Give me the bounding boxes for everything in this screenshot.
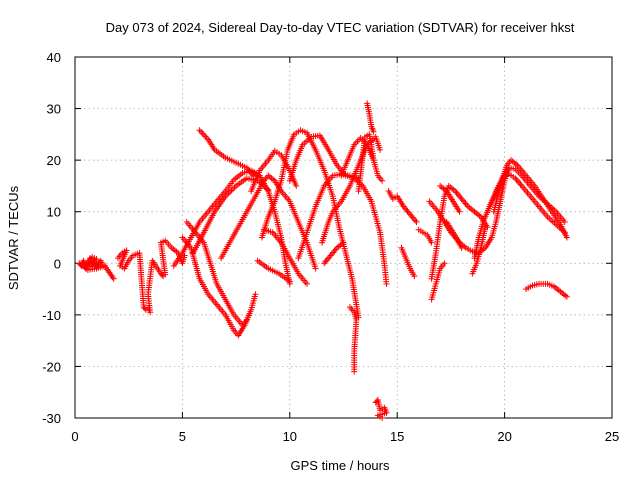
series-early-segment (114, 237, 188, 316)
series-arc-28 (469, 224, 489, 277)
series-low-points (346, 304, 360, 375)
chart-title: Day 073 of 2024, Sidereal Day-to-day VTE… (106, 20, 575, 35)
y-tick-label: -20 (42, 359, 61, 374)
data-point (379, 415, 386, 421)
series-arc-19 (385, 188, 420, 226)
series-arc-12 (295, 171, 362, 262)
series-arc-29 (486, 164, 512, 210)
data-point (303, 280, 310, 287)
data-point (202, 133, 209, 140)
series-arc-11 (286, 132, 390, 287)
series-deep-dip (372, 396, 390, 421)
series-cluster-start (76, 254, 117, 282)
series-arc-16 (364, 100, 377, 135)
y-tick-label: 10 (47, 205, 61, 220)
y-tick-label: 0 (54, 256, 61, 271)
y-axis-label: SDTVAR / TECUs (6, 185, 21, 290)
x-tick-label: 25 (605, 429, 619, 444)
data-point (110, 275, 117, 282)
data-point (250, 172, 257, 179)
data-point (196, 127, 203, 134)
data-point (456, 208, 463, 215)
x-tick-label: 10 (283, 429, 297, 444)
y-tick-label: 40 (47, 50, 61, 65)
x-tick-label: 15 (390, 429, 404, 444)
x-axis-label: GPS time / hours (291, 458, 390, 473)
plot-frame (74, 56, 613, 419)
data-point (563, 293, 570, 300)
y-tick-label: -30 (42, 411, 61, 426)
series-arc-5 (183, 219, 250, 329)
series-arc-24 (437, 182, 463, 215)
data-point (370, 128, 377, 135)
y-tick-labels: -30 -20 -10 0 10 20 30 40 (42, 50, 61, 426)
series-arc-23 (428, 260, 448, 303)
data-point (383, 280, 390, 287)
series-arc-20 (415, 226, 435, 246)
data-point (199, 130, 206, 137)
y-tick-label: 30 (47, 102, 61, 117)
data-point (563, 234, 570, 241)
data-point (351, 368, 358, 375)
data-point (293, 182, 300, 189)
y-tick-label: 20 (47, 153, 61, 168)
series-arc-9 (261, 226, 310, 287)
data-point (482, 224, 489, 231)
data-point (340, 239, 347, 246)
data-point (230, 185, 237, 192)
data-markers (76, 100, 570, 421)
series-arc-7 (254, 257, 293, 285)
data-point (441, 260, 448, 267)
data-point (428, 239, 435, 246)
data-point (243, 317, 250, 324)
data-point (413, 219, 420, 226)
series-arc-18 (398, 244, 418, 280)
data-point (377, 146, 384, 153)
data-point (379, 177, 386, 184)
data-point (265, 187, 272, 194)
x-tick-label: 5 (179, 429, 186, 444)
series-arc-17 (338, 134, 386, 184)
series-arc-4 (196, 127, 257, 179)
series-arc-3 (179, 234, 259, 339)
data-point (505, 164, 512, 171)
x-tick-labels: 0 5 10 15 20 25 (71, 429, 619, 444)
series-arc-30 (523, 280, 570, 300)
data-point (312, 265, 319, 272)
series-arc-22 (428, 182, 491, 282)
data-point (198, 128, 205, 135)
y-tick-label: -10 (42, 308, 61, 323)
x-tick-label: 0 (71, 429, 78, 444)
data-point (252, 291, 259, 298)
series-arc-8 (258, 127, 362, 321)
data-point (286, 278, 293, 285)
x-tick-label: 20 (497, 429, 511, 444)
data-point (200, 131, 207, 138)
series-arc-14 (321, 239, 347, 267)
data-point (561, 219, 568, 226)
data-point (411, 273, 418, 280)
